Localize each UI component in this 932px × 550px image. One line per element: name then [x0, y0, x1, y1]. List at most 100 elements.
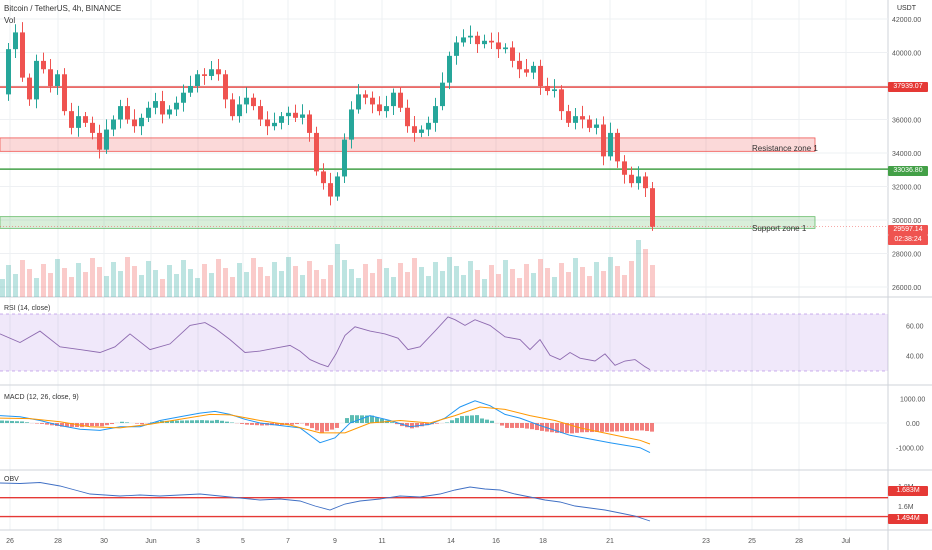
- candle-body: [524, 69, 529, 73]
- volume-bar: [153, 270, 158, 297]
- candle-body: [559, 89, 564, 112]
- volume-bar: [111, 262, 116, 297]
- candle-body: [69, 111, 74, 128]
- resistance-zone: [0, 137, 816, 152]
- volume-bar: [496, 274, 501, 297]
- volume-bar: [20, 260, 25, 297]
- candle-body: [349, 109, 354, 140]
- volume-bar: [272, 262, 277, 297]
- volume-bar: [524, 264, 529, 297]
- candle-body: [41, 60, 46, 70]
- volume-bar: [559, 263, 564, 297]
- macd-histogram-bar: [325, 423, 329, 432]
- obv-tick-label: 1.6M: [898, 504, 914, 511]
- candle-body: [391, 92, 396, 107]
- candle-body: [566, 111, 571, 123]
- macd-histogram-bar: [405, 423, 409, 428]
- macd-histogram-bar: [650, 423, 654, 432]
- candle-body: [517, 60, 522, 70]
- candle-body: [433, 106, 438, 123]
- macd-histogram-bar: [220, 420, 224, 423]
- volume-label: Vol: [4, 16, 16, 25]
- macd-histogram-bar: [535, 423, 539, 431]
- candle-body: [335, 176, 340, 197]
- macd-histogram-bar: [295, 423, 299, 425]
- macd-tick-label: 0.00: [906, 421, 920, 428]
- candle-body: [622, 161, 627, 175]
- macd-histogram-bar: [410, 423, 414, 429]
- volume-bar: [489, 265, 494, 297]
- macd-histogram-bar: [375, 417, 379, 423]
- volume-bar: [48, 273, 53, 297]
- candle-body: [587, 119, 592, 128]
- candle-body: [426, 122, 431, 130]
- volume-bar: [615, 266, 620, 297]
- volume-bar: [538, 259, 543, 297]
- x-axis-label: 3: [196, 538, 200, 545]
- macd-histogram-bar: [40, 423, 44, 424]
- candle-body: [48, 69, 53, 86]
- rsi-tick-label: 40.00: [906, 353, 924, 360]
- macd-histogram-bar: [600, 423, 604, 432]
- price-tick-label: 32000.00: [892, 185, 921, 192]
- volume-bar: [377, 259, 382, 297]
- volume-bar: [237, 263, 242, 297]
- green-level-badge: 33036.80: [888, 166, 928, 176]
- candle-body: [398, 92, 403, 108]
- macd-histogram-bar: [15, 421, 19, 423]
- volume-bar: [419, 267, 424, 297]
- macd-histogram-bar: [415, 423, 419, 428]
- volume-bar: [594, 262, 599, 297]
- candle-body: [496, 42, 501, 50]
- volume-bar: [622, 275, 627, 297]
- macd-histogram-bar: [510, 423, 514, 428]
- candle-body: [223, 74, 228, 100]
- x-axis-label: 5: [241, 538, 245, 545]
- x-axis-label: 28: [54, 538, 62, 545]
- candle-body: [125, 106, 130, 120]
- macd-histogram-bar: [135, 423, 139, 424]
- volume-bar: [97, 267, 102, 297]
- volume-bar: [62, 268, 67, 297]
- volume-bar: [293, 266, 298, 297]
- candle-body: [580, 116, 585, 120]
- volume-bar: [335, 244, 340, 297]
- candle-body: [629, 174, 634, 184]
- x-axis-label: 11: [378, 538, 385, 545]
- macd-histogram-bar: [555, 423, 559, 433]
- macd-histogram-bar: [540, 423, 544, 431]
- macd-histogram-bar: [215, 419, 219, 423]
- volume-bar: [461, 275, 466, 297]
- macd-histogram-bar: [520, 423, 524, 428]
- volume-bar: [118, 271, 123, 297]
- macd-histogram-bar: [170, 420, 174, 423]
- macd-histogram-bar: [50, 423, 54, 426]
- macd-histogram-bar: [255, 423, 259, 426]
- volume-bar: [454, 266, 459, 297]
- macd-histogram-bar: [565, 423, 569, 434]
- volume-bar: [223, 268, 228, 297]
- candle-body: [405, 107, 410, 127]
- volume-bar: [132, 266, 137, 297]
- candle-body: [62, 74, 67, 112]
- obv-high-badge: 1.683M: [888, 486, 928, 496]
- macd-histogram-bar: [625, 423, 629, 432]
- x-axis-label: 28: [795, 538, 803, 545]
- volume-bar: [440, 271, 445, 297]
- candle-body: [650, 188, 655, 227]
- candle-body: [76, 116, 81, 128]
- macd-histogram-bar: [60, 423, 64, 427]
- macd-histogram-bar: [355, 415, 359, 423]
- macd-histogram-bar: [10, 420, 14, 423]
- macd-histogram-bar: [360, 415, 364, 423]
- macd-histogram-bar: [180, 420, 184, 423]
- macd-histogram-bar: [5, 420, 9, 423]
- volume-bar: [202, 264, 207, 297]
- macd-histogram-bar: [595, 423, 599, 432]
- macd-histogram-bar: [275, 423, 279, 426]
- macd-histogram-bar: [200, 420, 204, 423]
- volume-bar: [139, 275, 144, 297]
- x-axis-label: 16: [492, 538, 500, 545]
- macd-histogram-bar: [290, 423, 294, 425]
